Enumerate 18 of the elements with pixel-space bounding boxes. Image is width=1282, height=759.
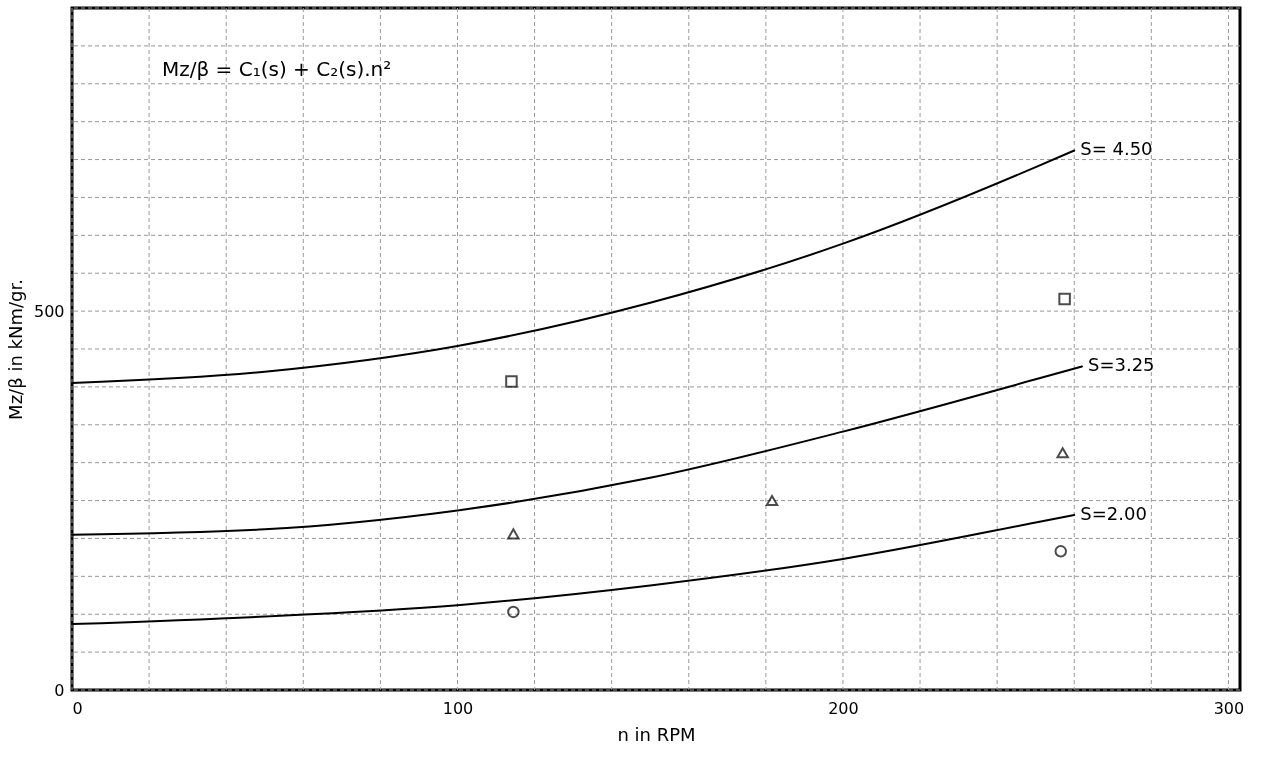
- x-tick-label: 100: [442, 698, 474, 718]
- x-axis-title: n in RPM: [617, 723, 696, 745]
- x-tick-label: 0: [72, 698, 83, 718]
- series-label: S= 4.50: [1080, 138, 1153, 160]
- series-label: S=3.25: [1087, 354, 1155, 376]
- point: [1054, 545, 1067, 558]
- y-axis-title: Mz/β in kNm/gr.: [4, 279, 26, 420]
- y-tick-label: 500: [33, 301, 65, 321]
- point: [507, 605, 520, 619]
- point: [505, 375, 518, 388]
- annotation: Mz/β = C₁(s) + C₂(s).n²: [162, 57, 392, 81]
- point: [765, 495, 779, 507]
- series-label: S=2.00: [1080, 502, 1147, 524]
- point: [1058, 292, 1071, 306]
- x-tick-label: 300: [1213, 698, 1245, 718]
- point: [1056, 447, 1069, 459]
- x-tick-label: 200: [828, 698, 859, 718]
- point: [507, 528, 520, 540]
